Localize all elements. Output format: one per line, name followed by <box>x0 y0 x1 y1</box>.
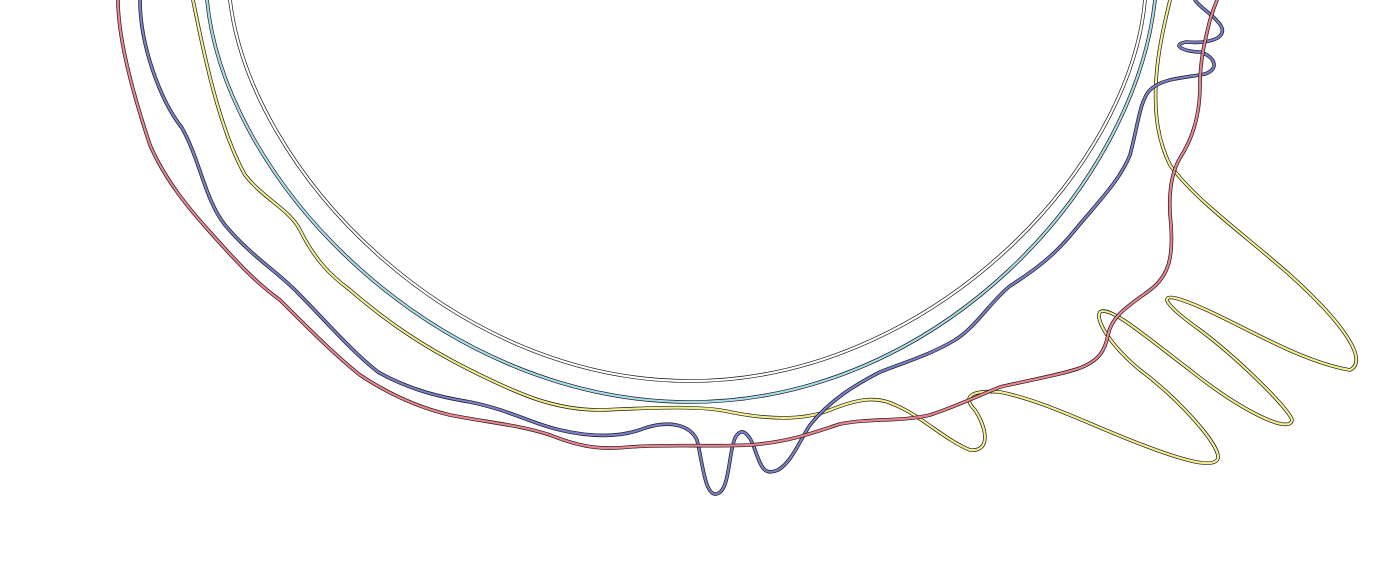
contour-blue <box>138 0 1225 496</box>
contour-yellow <box>191 0 1358 465</box>
ring-black <box>228 0 1147 383</box>
ring-cyan <box>205 0 1157 404</box>
contour-red <box>116 0 1219 450</box>
